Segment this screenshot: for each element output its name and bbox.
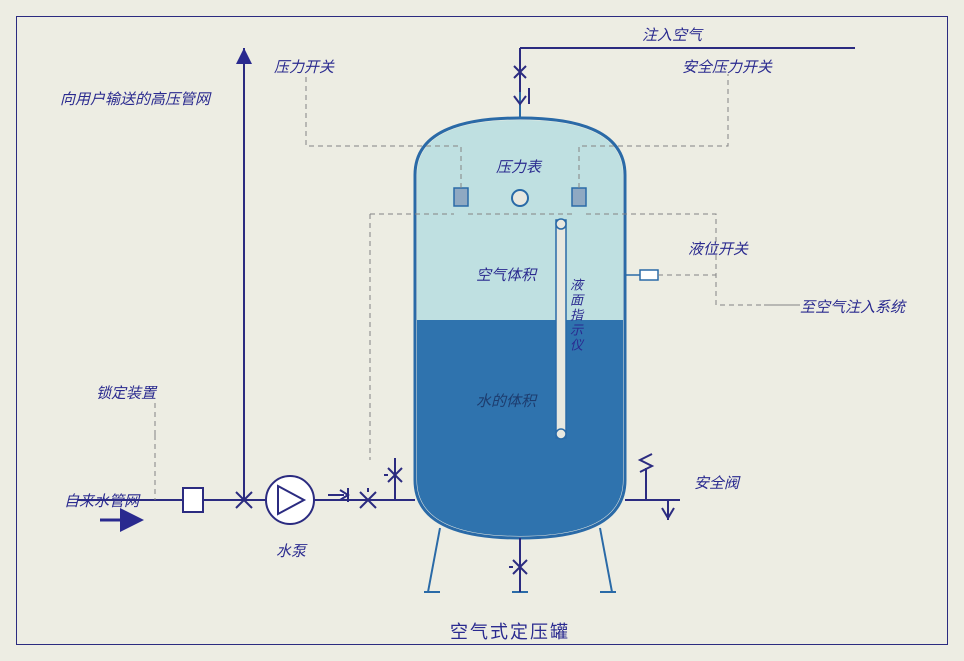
label-to-air-injection: 至空气注入系统 (800, 296, 905, 317)
water-piping (78, 48, 415, 500)
pressure-gauge-icon (512, 190, 528, 206)
label-safety-pressure-switch: 安全压力开关 (682, 56, 772, 77)
label-inject-air: 注入空气 (642, 24, 702, 45)
label-level-switch: 液位开关 (688, 238, 748, 259)
label-to-user-hp-net: 向用户输送的高压管网 (60, 88, 210, 109)
diagram-title: 空气式定压罐 (450, 618, 570, 644)
label-air-volume: 空气体积 (476, 264, 536, 285)
label-level-indicator: 液面指示仪 (566, 278, 585, 353)
label-pump: 水泵 (276, 540, 306, 561)
label-safety-valve: 安全阀 (694, 472, 739, 493)
label-water-volume: 水的体积 (476, 390, 536, 411)
label-pressure-switch: 压力开关 (274, 56, 334, 77)
safety-valve-icon (625, 454, 680, 520)
safety-pressure-switch-sensor (572, 188, 586, 206)
pump-icon (266, 476, 314, 524)
lock-device-icon (183, 488, 203, 512)
tank-drain (509, 538, 527, 592)
level-switch-icon (640, 270, 658, 280)
tank-water-fill (417, 320, 623, 536)
vert-branch-valve (384, 468, 402, 482)
diagram-canvas: 注入空气 压力开关 安全压力开关 向用户输送的高压管网 压力表 空气体积 液位开… (0, 0, 964, 661)
pressure-switch-sensor (454, 188, 468, 206)
tank-air-fill (417, 120, 623, 320)
label-from-water-net: 自来水管网 (64, 490, 139, 511)
hp-arrow-icon (236, 48, 252, 64)
level-indicator-icon (556, 219, 566, 439)
label-lock-device: 锁定装置 (96, 382, 156, 403)
label-pressure-gauge: 压力表 (496, 156, 541, 177)
